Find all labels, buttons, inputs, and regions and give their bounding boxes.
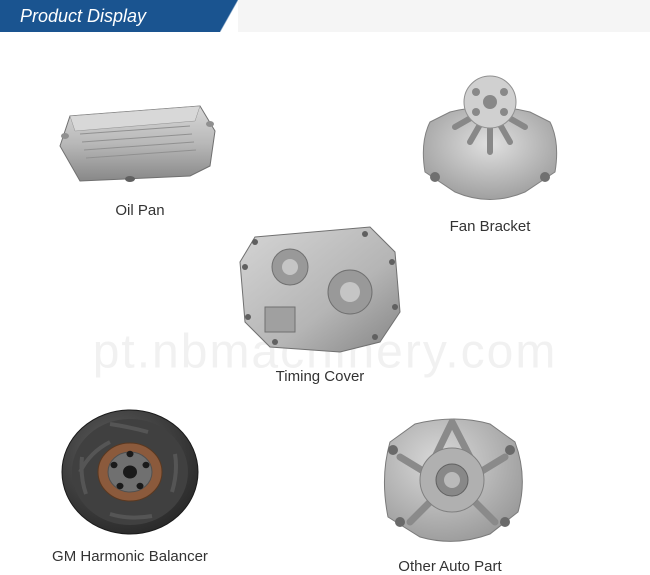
product-timing-cover: Timing Cover xyxy=(220,212,420,385)
fan-bracket-label: Fan Bracket xyxy=(450,218,531,235)
header-title: Product Display xyxy=(20,6,146,27)
header-bar: Product Display xyxy=(0,0,650,32)
header-accent-right xyxy=(220,0,238,32)
harmonic-balancer-image xyxy=(50,402,210,542)
product-oil-pan: Oil Pan xyxy=(40,76,240,219)
other-auto-part-label: Other Auto Part xyxy=(398,558,501,575)
content-area: pt.nbmachinery.com xyxy=(0,32,650,553)
product-harmonic-balancer: GM Harmonic Balancer xyxy=(50,402,210,565)
timing-cover-image xyxy=(220,212,420,362)
other-auto-part-image xyxy=(350,402,550,552)
timing-cover-label: Timing Cover xyxy=(276,368,365,385)
harmonic-balancer-label: GM Harmonic Balancer xyxy=(52,548,208,565)
oil-pan-icon xyxy=(40,76,240,196)
other-auto-part-icon xyxy=(350,402,550,552)
fan-bracket-image xyxy=(400,72,580,212)
oil-pan-label: Oil Pan xyxy=(115,202,164,219)
product-fan-bracket: Fan Bracket xyxy=(400,72,580,235)
timing-cover-icon xyxy=(220,212,420,362)
product-other-auto-part: Other Auto Part xyxy=(350,402,550,575)
harmonic-balancer-icon xyxy=(50,402,210,542)
oil-pan-image xyxy=(40,76,240,196)
fan-bracket-icon xyxy=(400,72,580,212)
header-tab: Product Display xyxy=(0,0,220,32)
